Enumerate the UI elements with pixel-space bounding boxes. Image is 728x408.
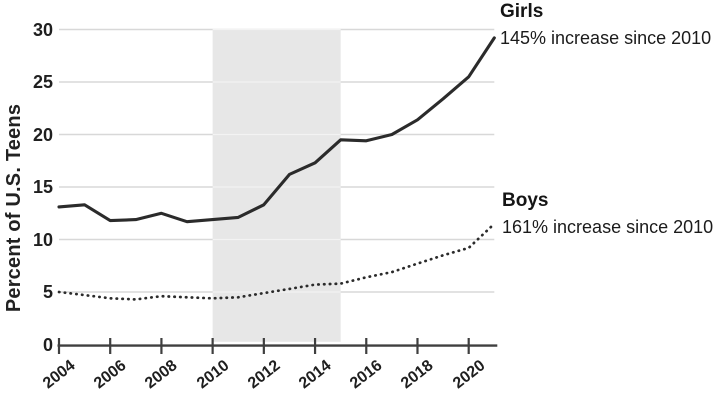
y-tick-label-30: 30 xyxy=(32,19,53,40)
girls-line xyxy=(57,36,496,224)
boys-series-callout: Boys 161% increase since 2010 xyxy=(502,190,713,238)
y-tick-label-5: 5 xyxy=(42,282,53,302)
y-tick-label-15: 15 xyxy=(32,177,53,197)
girls-increase-annotation: 145% increase since 2010 xyxy=(500,28,712,48)
boys-series-label: Boys xyxy=(502,190,549,211)
boys-increase-annotation: 161% increase since 2010 xyxy=(502,217,714,237)
girls-series-callout: Girls 145% increase since 2010 xyxy=(500,1,711,49)
y-tick-label-10: 10 xyxy=(32,229,53,250)
y-tick-label-25: 25 xyxy=(32,72,53,92)
y-tick-label-0: 0 xyxy=(42,334,53,355)
y-tick-label-20: 20 xyxy=(32,124,53,145)
girls-series-label: Girls xyxy=(500,1,544,22)
shaded-region-2010-2015 xyxy=(212,29,341,342)
